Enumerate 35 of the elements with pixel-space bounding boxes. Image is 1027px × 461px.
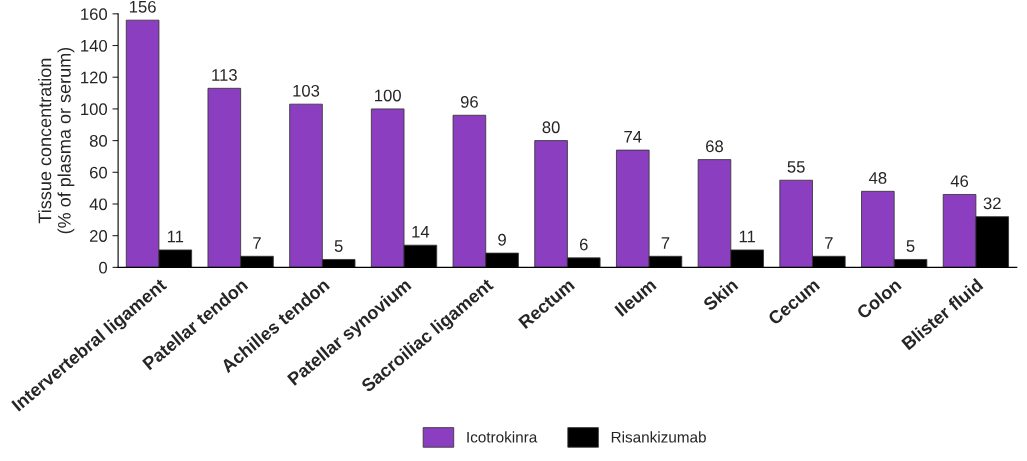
- data-label: 68: [706, 140, 724, 153]
- data-label: 113: [212, 69, 237, 81]
- y-tick-label: 160: [81, 8, 108, 21]
- data-label: 7: [253, 237, 261, 249]
- data-label: 5: [906, 240, 915, 252]
- data-label: 14: [412, 226, 430, 238]
- data-label: 55: [787, 161, 805, 173]
- data-label: 6: [579, 238, 588, 251]
- data-label: 5: [334, 240, 343, 252]
- data-label: 96: [460, 95, 478, 108]
- y-tick-label: 140: [81, 39, 108, 52]
- y-tick-label: 80: [89, 135, 108, 147]
- legend-label: Icotrokinra: [467, 431, 538, 443]
- data-label: 7: [661, 237, 670, 249]
- data-label: 32: [983, 197, 1001, 210]
- data-label: 11: [167, 230, 184, 243]
- data-label: 100: [375, 89, 401, 102]
- y-tick-label: 100: [81, 103, 108, 116]
- data-label: 80: [542, 121, 560, 134]
- data-label: 9: [498, 233, 506, 246]
- y-tick-label: 20: [89, 230, 108, 242]
- x-tick-label: Skin: [701, 277, 739, 312]
- data-label: 48: [868, 172, 887, 184]
- y-tick-label: 60: [90, 166, 108, 179]
- data-label: 11: [739, 230, 755, 243]
- legend-label: Risankizumab: [611, 431, 706, 443]
- data-label: 156: [129, 0, 156, 13]
- data-label: 7: [825, 237, 833, 249]
- y-tick-label: 40: [89, 198, 108, 211]
- y-axis-title: Tissue concentration (% of plasma or serum): [38, 47, 75, 234]
- data-label: 103: [293, 84, 320, 97]
- data-label: 74: [624, 131, 642, 143]
- y-tick-label: 0: [99, 261, 108, 274]
- data-label: 46: [950, 175, 969, 188]
- y-tick-label: 120: [81, 71, 108, 84]
